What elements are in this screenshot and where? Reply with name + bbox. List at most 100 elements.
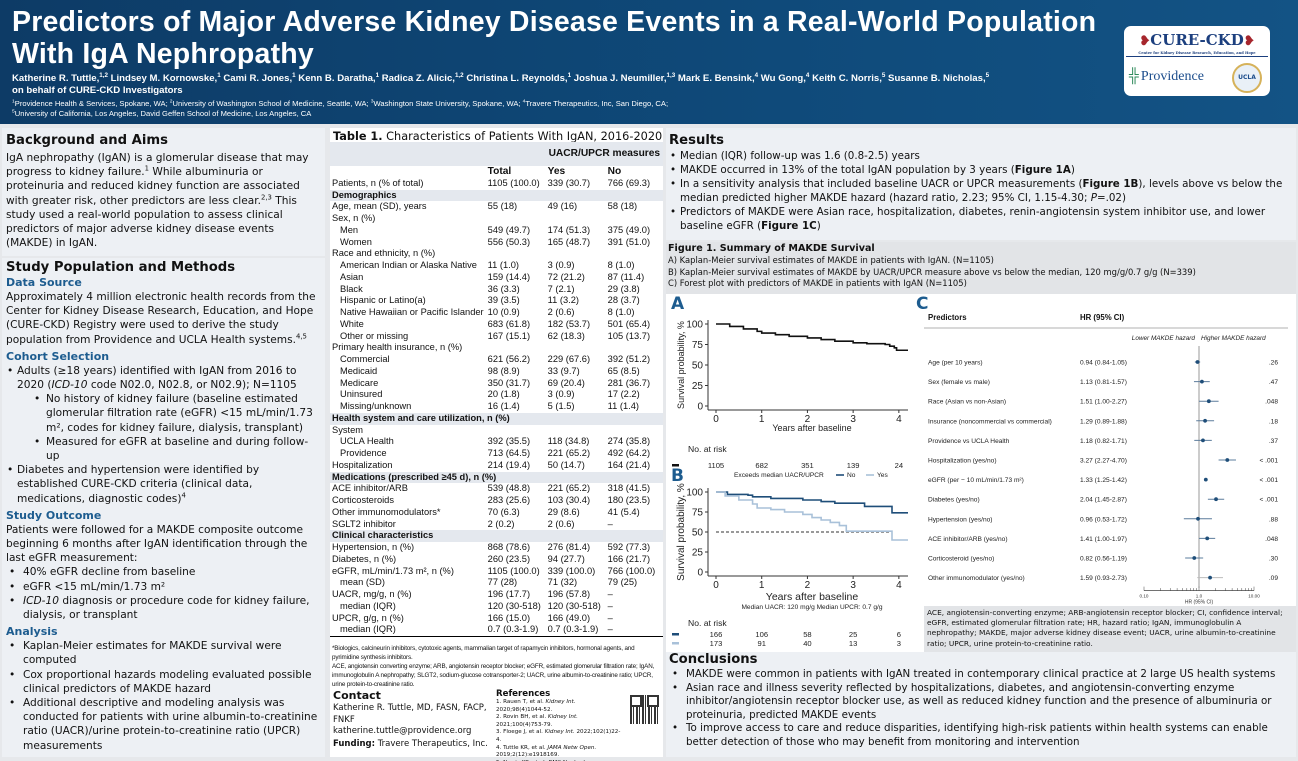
author-affiliation-ref: 1,2: [99, 71, 108, 79]
characteristics-table: UACR/UPCR measures Total Yes No Patients…: [330, 142, 663, 638]
risk-count: 58: [803, 630, 811, 639]
author-affiliation-ref: 1: [217, 71, 221, 79]
cell-total: 1105 (100.0): [487, 565, 540, 576]
x-tick-label: 4: [896, 580, 902, 591]
hr-point: [1192, 556, 1197, 560]
cell-yes: 71 (32): [547, 577, 578, 588]
col-header-predictors: Predictors: [928, 313, 967, 322]
cell-yes: [546, 425, 606, 437]
cell-total: [486, 425, 546, 437]
hr-ci-text: 1.29 (0.89-1.88): [1080, 418, 1127, 425]
cell-total: 683 (61.8): [487, 318, 531, 329]
contact-heading: Contact: [333, 689, 381, 702]
results-heading: Results: [669, 133, 725, 148]
data-source-text: Approximately 4 million electronic healt…: [6, 291, 316, 346]
risk-table-label: No. at risk: [688, 618, 727, 628]
table-row: Native Hawaiian or Pacific Islander 10 (0…: [330, 307, 663, 319]
survival-curve-no: [716, 491, 908, 514]
contact-email[interactable]: katherine.tuttle@providence.org: [333, 726, 472, 736]
table-footnotes: *Biologics, calcineurin inhibitors, cyto…: [332, 644, 662, 689]
cell-no: 180 (23.5): [607, 495, 651, 505]
cell-yes: 103 (30.4): [547, 495, 591, 505]
list-item: Kaplan-Meier estimates for MAKDE surviva…: [6, 639, 321, 667]
author-affiliation-ref: 5: [985, 71, 990, 79]
row-label: UPCR, g/g, n (%): [332, 612, 404, 623]
risk-table-label: No. at risk: [688, 444, 727, 454]
references-heading: References: [496, 689, 551, 699]
cell-no: –: [607, 612, 613, 623]
p-value: .18: [1269, 418, 1278, 425]
predictor-label: Insurance (noncommercial vs commercial): [928, 418, 1052, 425]
risk-count: 351: [801, 461, 814, 470]
cell-yes: 0.7 (0.3-1.9): [545, 624, 606, 638]
cell-no: 8 (1.0): [607, 307, 635, 317]
row-label: Hospitalization: [332, 459, 393, 470]
cell-no: [606, 425, 663, 437]
cell-yes: 2 (0.6): [547, 518, 575, 529]
cell-yes: 11 (3.2): [547, 295, 580, 306]
table-row: Providence 713 (64.5) 221 (65.2) 492 (64.2): [330, 448, 663, 460]
survival-curve-yes: [716, 491, 908, 541]
panel-label-a: A: [671, 294, 685, 314]
cell-no: 281 (36.7): [607, 377, 651, 388]
figure-item-a: A) Kaplan-Meier survival estimates of MA…: [668, 255, 994, 265]
cell-no: 375 (49.0): [607, 224, 651, 235]
p-value: .37: [1269, 438, 1278, 445]
cell-yes: 72 (21.2): [547, 271, 585, 282]
list-item: Asian race and illness severity reflecte…: [669, 682, 1293, 723]
row-label: median (IQR): [340, 600, 396, 611]
row-label: UACR, mg/g, n (%): [332, 589, 412, 599]
cell-total: 549 (49.7): [487, 224, 531, 235]
qr-code[interactable]: [630, 695, 659, 724]
x-tick-label: 3: [850, 414, 856, 425]
cell-total: 713 (64.5): [487, 448, 531, 458]
row-label: eGFR, mL/min/1.73 m², n (%): [332, 565, 454, 576]
figures-area: A B C 0 25 50 75 100 0 1 2 3 4 Years after baselin…: [666, 294, 1296, 656]
list-item: Diabetes and hypertension were identifie…: [6, 463, 321, 506]
analysis-heading: Analysis: [6, 625, 58, 639]
cell-total: 159 (14.4): [487, 271, 531, 282]
author-name: Mark E. Bensink,: [677, 73, 755, 84]
kidney-icon: ❥: [1139, 34, 1151, 49]
reference-item: 2. Rovin BH, et al. Kidney Int. 2021;100…: [496, 714, 624, 729]
table-section-row: Demographics: [330, 189, 663, 202]
cell-yes: [546, 342, 606, 354]
y-tick-label: 50: [692, 361, 704, 372]
cell-total: 539 (48.8): [487, 483, 531, 494]
risk-count: 6: [897, 630, 901, 639]
cell-yes: 182 (53.7): [547, 318, 591, 329]
cell-no: [606, 342, 663, 354]
reference-authors: 4. Tuttle KR, et al.: [496, 744, 548, 751]
x-tick-label: 2: [805, 580, 811, 591]
author-name: Susanne B. Nicholas,: [888, 73, 986, 84]
author-name: Christina L. Reynolds,: [466, 73, 568, 84]
row-label: American Indian or Alaska Native: [340, 260, 477, 270]
row-label: Medicare: [340, 377, 379, 388]
forest-x-tick-label: 0.10: [1140, 594, 1149, 599]
figure-legend: Figure 1. Summary of MAKDE Survival A) K…: [666, 242, 1296, 294]
analysis-list: Kaplan-Meier estimates for MAKDE surviva…: [6, 639, 321, 753]
data-source-heading: Data Source: [6, 276, 82, 289]
p-value: .47: [1269, 379, 1278, 386]
hr-point: [1214, 497, 1218, 502]
hr-point: [1196, 516, 1200, 521]
cure-ckd-logo: ❥CURE-CKD❥: [1139, 31, 1255, 49]
p-value: .048: [1265, 536, 1278, 543]
predictor-label: Age (per 10 years): [928, 360, 983, 367]
panel-label-b: B: [671, 466, 684, 486]
cell-yes: 221 (65.2): [547, 448, 591, 458]
cell-total: 70 (6.3): [487, 506, 520, 517]
cell-no: [606, 248, 663, 260]
list-item: 40% eGFR decline from baseline: [6, 565, 321, 579]
hr-point: [1203, 477, 1208, 482]
cell-no: 58 (18): [607, 201, 638, 212]
affiliation-text: Washington State University, Spokane, WA…: [373, 99, 523, 108]
p-value: .26: [1269, 360, 1278, 367]
affiliation-text: University of Washington School of Medic…: [172, 99, 371, 108]
affiliation-text: Providence Health & Services, Spokane, W…: [14, 99, 170, 108]
table-row: Hospitalization 214 (19.4) 50 (14.7) 164 (2…: [330, 460, 663, 472]
risk-count: 40: [803, 639, 811, 648]
km-chart-b: 0 25 50 75 100 0 1 2 3 4 Years after baseline Survi…: [672, 472, 908, 648]
cell-total: [486, 248, 546, 260]
list-item: MAKDE occurred in 13% of the total IgAN …: [669, 163, 1293, 177]
